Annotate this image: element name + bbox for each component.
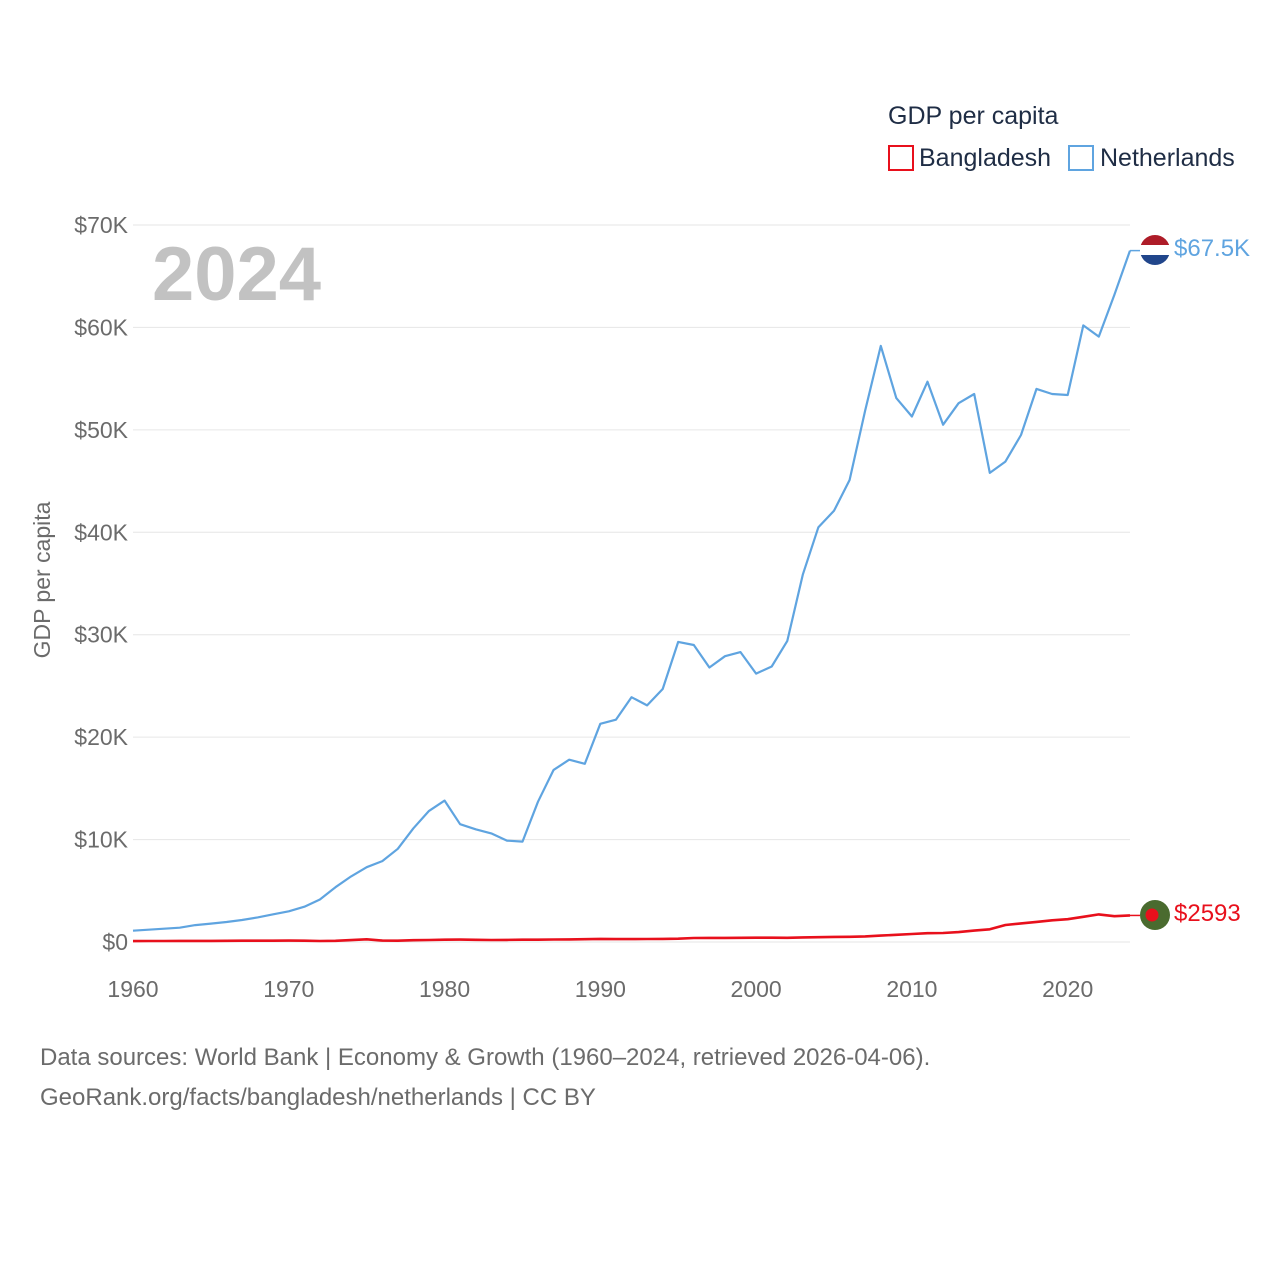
y-tick-label: $60K bbox=[74, 314, 128, 340]
footer-sources: Data sources: World Bank | Economy & Gro… bbox=[40, 1044, 931, 1071]
y-axis-label: GDP per capita bbox=[29, 501, 55, 658]
legend-title: GDP per capita bbox=[888, 102, 1059, 130]
legend-swatch-bangladesh bbox=[888, 145, 914, 171]
x-tick-label: 1980 bbox=[419, 976, 470, 1002]
footer-attribution: GeoRank.org/facts/bangladesh/netherlands… bbox=[40, 1084, 596, 1111]
end-label-netherlands: $67.5K bbox=[1174, 235, 1250, 262]
legend: GDP per capita Bangladesh Netherlands bbox=[888, 102, 1235, 172]
series-lines bbox=[132, 249, 1140, 943]
x-tick-label: 1960 bbox=[107, 976, 158, 1002]
bangladesh-flag-icon bbox=[1140, 900, 1170, 930]
x-tick-label: 1990 bbox=[575, 976, 626, 1002]
y-tick-label: $50K bbox=[74, 417, 128, 443]
series-line-netherlands bbox=[132, 250, 1132, 932]
x-tick-label: 1970 bbox=[263, 976, 314, 1002]
year-watermark: 2024 bbox=[152, 232, 321, 317]
series-line-bangladesh bbox=[132, 913, 1131, 943]
y-tick-label: $30K bbox=[74, 622, 128, 648]
legend-label-bangladesh: Bangladesh bbox=[919, 144, 1051, 172]
legend-label-netherlands: Netherlands bbox=[1100, 144, 1235, 172]
netherlands-flag-icon bbox=[1140, 235, 1170, 265]
grid-lines bbox=[133, 224, 1130, 943]
x-tick-label: 2020 bbox=[1042, 976, 1093, 1002]
y-tick-label: $0 bbox=[102, 929, 128, 955]
x-tick-label: 2000 bbox=[731, 976, 782, 1002]
y-tick-label: $10K bbox=[74, 827, 128, 853]
end-label-bangladesh: $2593 bbox=[1174, 900, 1241, 927]
y-axis-ticks: $0 $10K $20K $30K $40K $50K $60K $70K bbox=[74, 212, 128, 955]
legend-swatch-netherlands bbox=[1068, 145, 1094, 171]
x-axis-ticks: 1960 1970 1980 1990 2000 2010 2020 bbox=[107, 976, 1093, 1002]
x-tick-label: 2010 bbox=[886, 976, 937, 1002]
y-tick-label: $40K bbox=[74, 519, 128, 545]
y-tick-label: $20K bbox=[74, 724, 128, 750]
y-tick-label: $70K bbox=[74, 212, 128, 238]
